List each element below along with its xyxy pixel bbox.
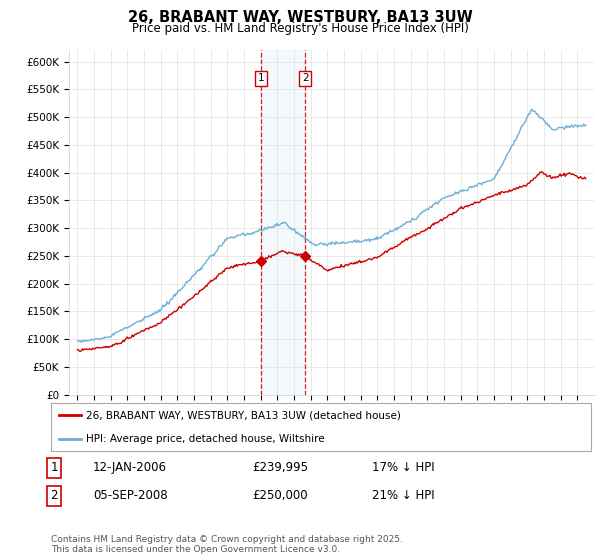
- Text: 12-JAN-2006: 12-JAN-2006: [93, 461, 167, 474]
- Text: £250,000: £250,000: [252, 489, 308, 502]
- Text: 05-SEP-2008: 05-SEP-2008: [93, 489, 167, 502]
- Text: 1: 1: [50, 461, 58, 474]
- Text: Contains HM Land Registry data © Crown copyright and database right 2025.
This d: Contains HM Land Registry data © Crown c…: [51, 535, 403, 554]
- Text: 26, BRABANT WAY, WESTBURY, BA13 3UW: 26, BRABANT WAY, WESTBURY, BA13 3UW: [128, 10, 472, 25]
- Text: HPI: Average price, detached house, Wiltshire: HPI: Average price, detached house, Wilt…: [86, 434, 325, 444]
- Text: 26, BRABANT WAY, WESTBURY, BA13 3UW (detached house): 26, BRABANT WAY, WESTBURY, BA13 3UW (det…: [86, 410, 401, 420]
- Text: 17% ↓ HPI: 17% ↓ HPI: [372, 461, 434, 474]
- Text: Price paid vs. HM Land Registry's House Price Index (HPI): Price paid vs. HM Land Registry's House …: [131, 22, 469, 35]
- Text: 21% ↓ HPI: 21% ↓ HPI: [372, 489, 434, 502]
- Text: 2: 2: [50, 489, 58, 502]
- Bar: [262, 50, 305, 395]
- Text: £239,995: £239,995: [252, 461, 308, 474]
- Text: 2: 2: [302, 73, 308, 83]
- Text: 1: 1: [258, 73, 265, 83]
